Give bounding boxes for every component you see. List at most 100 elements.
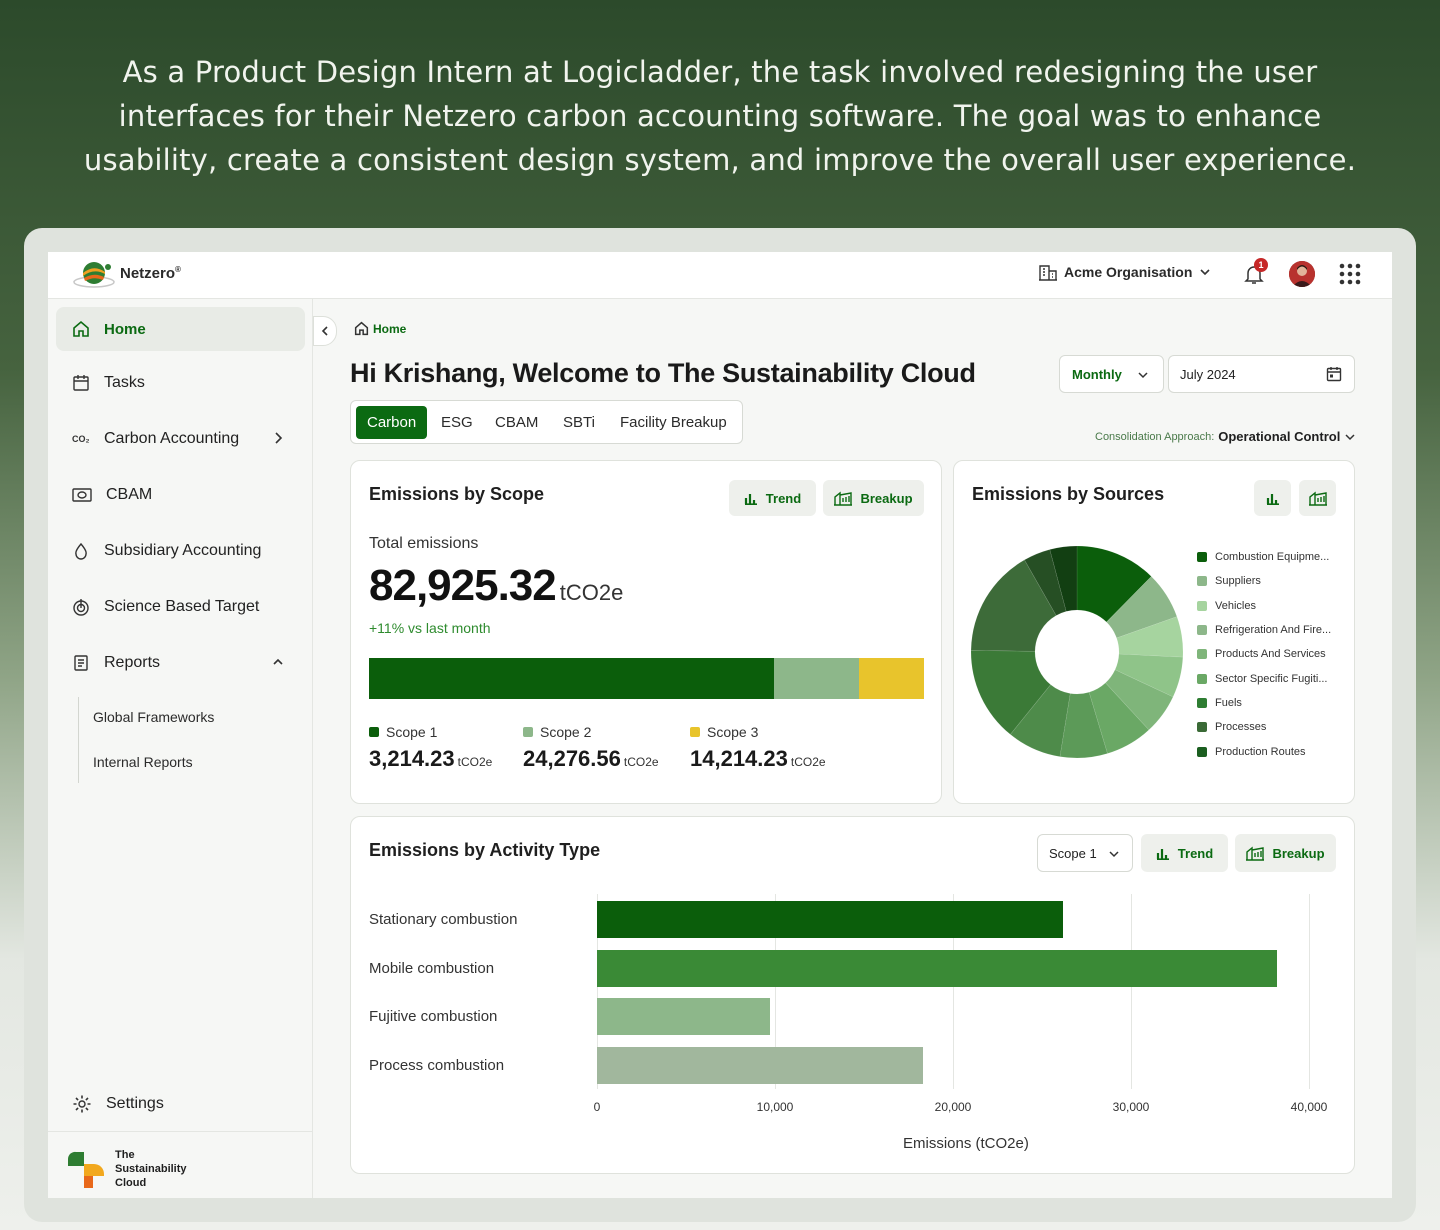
- sidebar: Home Tasks CO₂ Carbon Accounting CBAM Su…: [48, 299, 313, 1198]
- donut-slice[interactable]: [1106, 576, 1178, 639]
- tab-esg[interactable]: ESG: [441, 414, 473, 431]
- sources-legend: Combustion Equipme... Suppliers Vehicles Re…: [1197, 545, 1331, 764]
- sidebar-item-reports[interactable]: Reports: [56, 641, 305, 685]
- bar-category-label: Mobile combustion: [369, 959, 495, 977]
- report-icon: [74, 655, 88, 671]
- collapse-sidebar-button[interactable]: [313, 316, 337, 346]
- tab-sbti[interactable]: SBTi: [563, 414, 595, 431]
- date-picker[interactable]: July 2024: [1168, 355, 1355, 393]
- scope-bar-segment-2: [774, 658, 860, 699]
- calendar-icon: [73, 375, 89, 391]
- brand-name[interactable]: Netzero®: [120, 265, 181, 282]
- breadcrumb[interactable]: Home: [354, 321, 406, 336]
- x-tick-label: 30,000: [1112, 1100, 1150, 1114]
- scope-bar-segment-3: [859, 658, 924, 699]
- bar-chart-icon: [1156, 849, 1169, 860]
- consolidation-label: Consolidation Approach:: [1095, 430, 1215, 443]
- total-emissions-value: 82,925.32 tCO2e: [369, 561, 623, 611]
- legend-swatch: [1197, 673, 1207, 684]
- scope-name: Scope 1: [386, 724, 438, 740]
- donut-slice[interactable]: [970, 559, 1057, 652]
- scope-select[interactable]: Scope 1: [1037, 834, 1133, 872]
- scope-stacked-bar: [369, 658, 924, 699]
- intro-text: As a Product Design Intern at Logicladde…: [60, 50, 1380, 182]
- legend-swatch: [1197, 649, 1207, 660]
- wordmark-line: Cloud: [115, 1177, 147, 1189]
- trend-label: Trend: [765, 490, 802, 506]
- legend-swatch: [1197, 600, 1207, 611]
- breakup-button[interactable]: [1299, 480, 1336, 516]
- activity-bar[interactable]: [597, 1046, 923, 1084]
- legend-item: Processes: [1197, 715, 1331, 739]
- tab-bar: Carbon ESG CBAM SBTi Facility Breakup: [350, 400, 743, 444]
- legend-label: Processes: [1215, 721, 1267, 734]
- breakup-icon: [1308, 491, 1327, 506]
- user-avatar[interactable]: [1289, 261, 1315, 287]
- sidebar-item-subsidiary-accounting[interactable]: Subsidiary Accounting: [56, 529, 305, 573]
- sidebar-item-settings[interactable]: Settings: [56, 1082, 305, 1126]
- sidebar-item-cbam[interactable]: CBAM: [56, 473, 305, 517]
- period-value: Monthly: [1072, 366, 1122, 382]
- app-window: Netzero® Acme Organisation 1: [48, 252, 1392, 1198]
- donut-slice[interactable]: [1049, 545, 1078, 612]
- sidebar-item-label: Reports: [104, 654, 161, 671]
- org-selector[interactable]: Acme Organisation: [1038, 263, 1212, 281]
- trend-button[interactable]: Trend: [1141, 834, 1228, 872]
- legend-item: Sector Specific Fugiti...: [1197, 666, 1331, 690]
- legend-swatch: [1197, 625, 1207, 636]
- breakup-button[interactable]: Breakup: [1235, 834, 1336, 872]
- x-tick-label: 0: [593, 1100, 601, 1114]
- scope-value: 3,214.23: [369, 746, 455, 771]
- breakup-button[interactable]: Breakup: [823, 480, 924, 516]
- trend-button[interactable]: Trend: [729, 480, 816, 516]
- card-title: Emissions by Activity Type: [369, 840, 601, 860]
- sustainability-cloud-logo-icon: [67, 1151, 104, 1188]
- sidebar-item-carbon-accounting[interactable]: CO₂ Carbon Accounting: [56, 417, 305, 461]
- trend-button[interactable]: [1254, 480, 1291, 516]
- activity-bar[interactable]: [597, 901, 1064, 938]
- consolidation-approach[interactable]: Consolidation Approach: Operational Cont…: [1095, 429, 1356, 444]
- legend-swatch: [1197, 576, 1207, 587]
- tab-carbon[interactable]: Carbon: [356, 406, 428, 439]
- sidebar-item-tasks[interactable]: Tasks: [56, 361, 305, 405]
- sidebar-item-label: Subsidiary Accounting: [104, 542, 262, 559]
- legend-label: Sector Specific Fugiti...: [1215, 672, 1328, 685]
- legend-label: Fuels: [1215, 696, 1242, 709]
- donut-slice[interactable]: [970, 649, 1052, 735]
- tab-facility-breakup[interactable]: Facility Breakup: [620, 414, 727, 431]
- drop-icon: [75, 542, 87, 560]
- donut-slice[interactable]: [1114, 653, 1184, 698]
- co2-icon: CO₂: [72, 434, 90, 444]
- sidebar-item-home[interactable]: Home: [56, 307, 305, 351]
- gridline: [775, 894, 776, 1089]
- scope-1-swatch: [369, 727, 379, 737]
- scope-bar-segment-1: [369, 658, 775, 699]
- total-value: 82,925.32: [369, 561, 557, 610]
- donut-slice[interactable]: [1088, 682, 1150, 754]
- intro-line: usability, create a consistent design sy…: [83, 143, 1357, 177]
- chevron-down-icon: [1138, 372, 1148, 379]
- scope-3-swatch: [690, 727, 700, 737]
- scope-1-summary: Scope 1 3,214.23 tCO2e: [369, 724, 492, 772]
- donut-slice[interactable]: [1076, 545, 1152, 623]
- sidebar-subitem-internal-reports[interactable]: Internal Reports: [93, 754, 193, 770]
- total-unit: tCO2e: [559, 580, 624, 605]
- legend-swatch: [1197, 697, 1207, 708]
- x-tick-label: 40,000: [1290, 1100, 1328, 1114]
- sidebar-item-label: Science Based Target: [104, 598, 260, 615]
- legend-item: Refrigeration And Fire...: [1197, 618, 1331, 642]
- apps-grid-icon[interactable]: [1338, 262, 1362, 286]
- period-select[interactable]: Monthly: [1059, 355, 1164, 393]
- total-emissions-label: Total emissions: [369, 535, 479, 552]
- card-title: Emissions by Sources: [972, 484, 1165, 504]
- emissions-by-sources-card: Emissions by Sources Combustion Equipme.…: [953, 460, 1355, 804]
- activity-bar[interactable]: [597, 949, 1277, 987]
- legend-label: Refrigeration And Fire...: [1215, 624, 1332, 637]
- activity-bar[interactable]: [597, 998, 770, 1035]
- tab-cbam[interactable]: CBAM: [495, 414, 539, 431]
- breakup-label: Breakup: [860, 490, 913, 506]
- building-icon: [1039, 265, 1057, 281]
- consolidation-value: Operational Control: [1218, 429, 1341, 444]
- sidebar-item-science-based-target[interactable]: Science Based Target: [56, 585, 305, 629]
- sidebar-subitem-global-frameworks[interactable]: Global Frameworks: [93, 709, 215, 725]
